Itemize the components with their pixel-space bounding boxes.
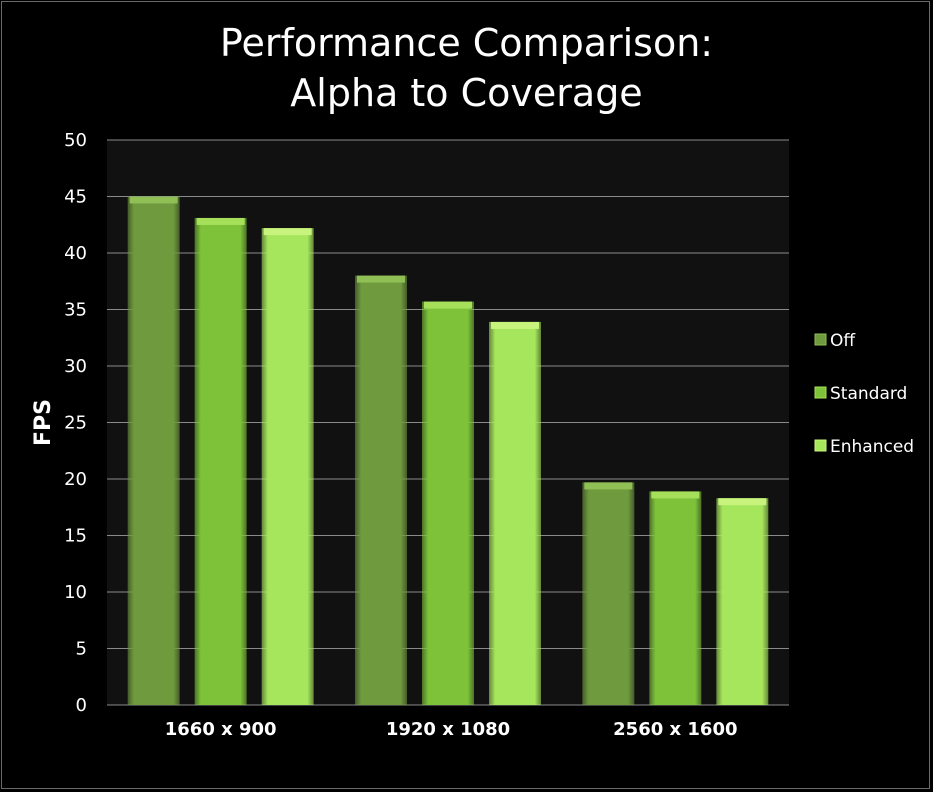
y-tick-label: 15 [64,526,87,547]
bar-standard-3 [649,491,702,705]
legend-label-standard: Standard [830,384,907,404]
y-tick-label: 10 [64,582,87,603]
legend-swatch-off [814,333,827,346]
x-category-label: 1660 x 900 [165,719,277,740]
y-tick-label: 40 [64,243,87,264]
y-tick-label: 45 [64,187,87,208]
bar-standard-2 [422,301,474,705]
bar-cap [196,217,245,225]
chart-title-line-1: Performance Comparison: [219,21,714,65]
bars [127,196,769,705]
legend-label-enhanced: Enhanced [830,437,914,457]
chart-title-line-2: Alpha to Coverage [290,71,643,115]
bar-cap [129,196,178,204]
y-tick-label: 20 [64,469,87,490]
bar-cap [651,491,700,499]
legend-label-off: Off [830,331,856,351]
y-tick-label: 50 [64,130,87,151]
y-tick-label: 25 [64,413,87,434]
legend-swatch-enhanced [814,439,827,452]
legend-swatch-standard [814,386,827,399]
bar-off-2 [355,275,407,705]
bar-enhanced-1 [261,228,314,705]
bar-standard-1 [194,217,247,705]
y-axis-label: FPS [31,399,56,446]
bar-cap [357,275,405,283]
y-tick-label: 35 [64,300,87,321]
bar-off-3 [582,482,635,705]
bar-cap [491,321,539,329]
bar-cap [424,301,472,309]
y-tick-label: 30 [64,356,87,377]
chart-title: Performance Comparison: Alpha to Coverag… [0,18,933,118]
bar-enhanced-2 [489,321,541,705]
y-tick-label: 5 [76,639,87,660]
legend: Off Standard Enhanced [814,331,914,457]
x-category-label: 1920 x 1080 [386,719,510,740]
y-axis-ticks: 0 5 10 15 20 25 30 35 40 45 50 [64,130,87,716]
x-category-label: 2560 x 1600 [613,719,737,740]
bar-off-1 [127,196,180,705]
y-tick-label: 0 [76,695,87,716]
bar-enhanced-3 [716,498,769,705]
bar-cap [718,498,767,506]
bar-cap [263,228,312,236]
x-axis-categories: 1660 x 900 1920 x 1080 2560 x 1600 [165,719,738,740]
bar-cap [584,482,633,490]
